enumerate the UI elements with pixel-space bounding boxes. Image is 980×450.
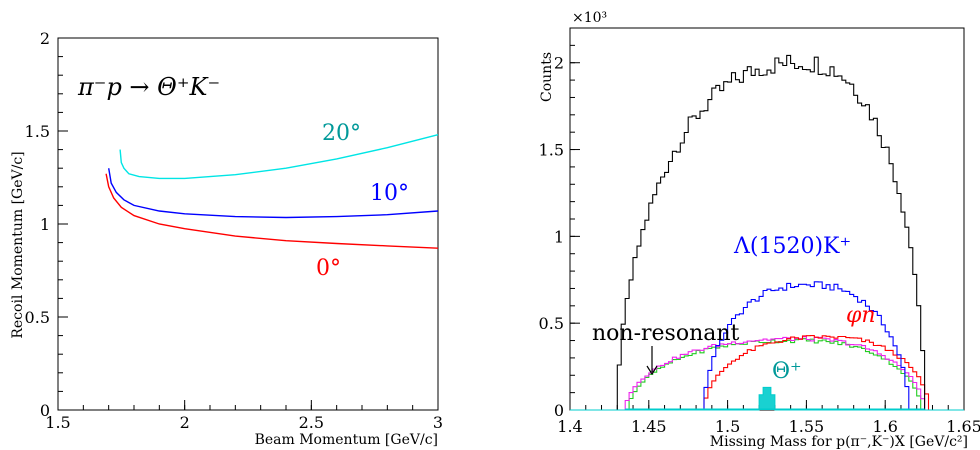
right-x-tick-label: 1.65 <box>946 417 980 436</box>
right-y-tick-label: 2 <box>554 54 564 73</box>
left-x-tick-label: 3 <box>433 413 443 432</box>
right-y-tick-label: 1.5 <box>539 141 564 160</box>
right-ticks: 1.4 1.45 1.5 1.55 1.6 1.65 0 0.5 1 1.5 2 <box>539 27 980 436</box>
right-x-axis-label: Missing Mass for p(π⁻,K⁻)X [GeV/c²] <box>710 434 968 450</box>
left-y-tick-label: 0.5 <box>25 308 50 327</box>
left-y-axis-label: Recoil Momentum [GeV/c] <box>10 151 26 338</box>
left-x-tick-label: 2 <box>180 413 190 432</box>
left-curve-series-0 <box>105 173 439 249</box>
right-y-tick-label: 0 <box>554 401 564 420</box>
left-curve-series-2 <box>119 134 439 180</box>
left-y-tick-label: 2 <box>40 29 50 48</box>
right-x-tick-label: 1.45 <box>631 417 667 436</box>
left-annotation-0deg: 0° <box>316 256 341 281</box>
left-x-tick-label: 1.5 <box>45 413 70 432</box>
nonresonant-arrow-head <box>646 365 658 376</box>
right-series <box>570 54 964 411</box>
right-y-tick-label: 1 <box>554 227 564 246</box>
left-series <box>105 134 439 249</box>
left-x-tick-label: 2.5 <box>299 413 324 432</box>
right-y-scale-label: ×10³ <box>572 10 607 26</box>
left-chart: 1.5 2 2.5 300.511.52 π⁻p → Θ⁺K⁻ 20° 10° 0° … <box>10 29 443 448</box>
left-title: π⁻p → Θ⁺K⁻ <box>77 73 220 101</box>
left-x-axis-label: Beam Momentum [GeV/c] <box>255 432 438 448</box>
right-x-tick-label: 1.55 <box>789 417 825 436</box>
right-annotation-nonresonant: non-resonant <box>592 321 740 346</box>
right-histogram-series-3 <box>570 336 964 411</box>
right-annotation-lambda: Λ(1520)K⁺ <box>733 234 851 259</box>
right-y-axis-label: Counts <box>539 52 555 102</box>
right-y-tick-label: 0.5 <box>539 314 564 333</box>
left-annotation-20deg: 20° <box>322 121 361 146</box>
left-curve-series-1 <box>108 168 439 219</box>
left-y-tick-label: 0 <box>40 401 50 420</box>
right-x-tick-label: 1.5 <box>715 417 740 436</box>
left-annotation-10deg: 10° <box>370 181 409 206</box>
left-y-tick-label: 1 <box>40 215 50 234</box>
right-x-tick-label: 1.6 <box>872 417 897 436</box>
right-chart: 1.4 1.45 1.5 1.55 1.6 1.65 0 0.5 1 1.5 2 ×10³ Λ(15… <box>539 10 980 450</box>
left-y-tick-label: 1.5 <box>25 122 50 141</box>
right-x-tick-label: 1.4 <box>557 417 582 436</box>
right-annotation-theta: Θ⁺ <box>772 359 802 384</box>
right-annotation-phi: φn <box>846 303 876 328</box>
left-ticks: 1.5 2 2.5 3 0 0.5 1 1.5 2 <box>25 29 444 432</box>
right-histogram-series-0 <box>570 54 964 411</box>
